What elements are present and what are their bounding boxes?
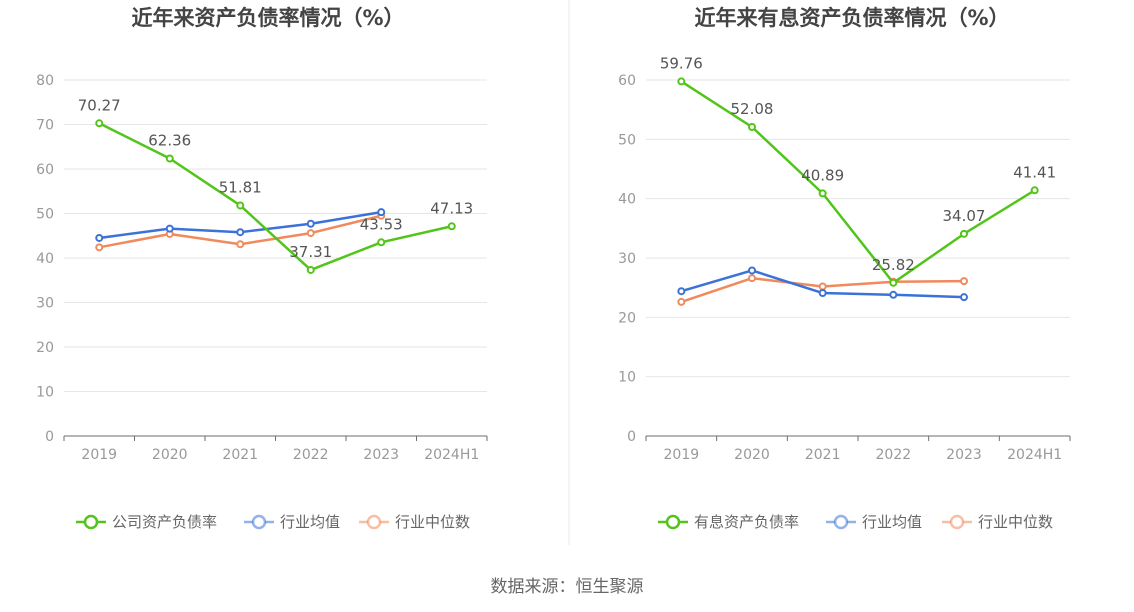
data-point xyxy=(677,297,686,306)
legend-marker xyxy=(949,514,965,530)
data-point xyxy=(236,240,245,249)
data-point xyxy=(818,282,827,291)
data-point xyxy=(748,122,756,131)
y-tick-label: 60 xyxy=(36,162,54,178)
data-point xyxy=(677,287,686,296)
y-tick-label: 60 xyxy=(618,73,636,89)
y-tick-label: 40 xyxy=(36,251,54,267)
data-point xyxy=(165,154,174,163)
data-point xyxy=(748,274,756,283)
legend-label: 有息资产负债率 xyxy=(694,513,799,531)
data-point xyxy=(377,208,386,217)
x-tick-label: 2023 xyxy=(363,447,399,463)
y-tick-label: 20 xyxy=(618,310,636,326)
chart-interest-bearing-ratio: 近年来有息资产负债率情况（%） 0 10 20 30 40 50 60 2019 2020 2021… xyxy=(618,6,1071,531)
y-tick-label: 0 xyxy=(45,429,54,445)
data-point xyxy=(818,289,827,298)
y-tick-label: 20 xyxy=(36,340,54,356)
data-point xyxy=(306,229,315,238)
data-label: 70.27 xyxy=(78,96,121,114)
y-tick-label: 30 xyxy=(36,296,54,312)
series-line xyxy=(98,122,453,272)
legend-marker xyxy=(83,514,99,530)
data-label: 40.89 xyxy=(801,166,844,184)
y-tick-label: 30 xyxy=(618,251,636,267)
series-line xyxy=(680,80,1036,285)
y-tick-label: 10 xyxy=(36,385,54,401)
legend-label: 公司资产负债率 xyxy=(112,513,217,531)
x-tick-label: 2021 xyxy=(805,447,841,463)
x-tick-label: 2024H1 xyxy=(1007,447,1062,463)
y-tick-label: 50 xyxy=(36,207,54,223)
data-point xyxy=(306,219,315,228)
y-tick-label: 10 xyxy=(618,370,636,386)
data-point xyxy=(236,228,245,237)
legend-label: 行业均值 xyxy=(862,513,922,531)
data-point xyxy=(889,278,898,287)
x-tick-label: 2024H1 xyxy=(424,447,479,463)
source-note: 数据来源：恒生聚源 xyxy=(491,577,644,597)
data-label: 25.82 xyxy=(872,256,915,274)
x-tick-label: 2021 xyxy=(222,447,258,463)
data-label: 34.07 xyxy=(943,207,986,225)
x-tick-label: 2023 xyxy=(946,447,982,463)
data-point xyxy=(748,266,756,275)
data-point xyxy=(960,277,968,286)
data-point xyxy=(95,233,104,242)
x-tick-label: 2022 xyxy=(876,447,912,463)
data-point xyxy=(95,119,104,128)
data-label: 41.41 xyxy=(1013,163,1056,181)
y-tick-label: 80 xyxy=(36,73,54,89)
data-point xyxy=(1030,186,1039,195)
legend-marker xyxy=(665,514,681,530)
data-label: 51.81 xyxy=(219,178,262,196)
x-tick-label: 2020 xyxy=(734,447,770,463)
data-label: 37.31 xyxy=(289,243,332,261)
data-label: 52.08 xyxy=(731,100,774,118)
y-tick-label: 0 xyxy=(627,429,636,445)
data-point xyxy=(818,189,827,198)
legend-marker xyxy=(251,514,267,530)
x-tick-label: 2020 xyxy=(152,447,188,463)
legend-label: 行业中位数 xyxy=(395,513,470,531)
y-tick-label: 40 xyxy=(618,192,636,208)
data-point xyxy=(960,293,968,302)
data-point xyxy=(165,224,174,233)
y-tick-label: 50 xyxy=(618,132,636,148)
x-tick-label: 2019 xyxy=(664,447,700,463)
x-tick-label: 2022 xyxy=(293,447,329,463)
legend-label: 行业中位数 xyxy=(978,513,1053,531)
chart-asset-liability-ratio: 近年来资产负债率情况（%） 0 10 20 30 40 50 60 70 80 2019 2020 20… xyxy=(36,6,488,531)
data-point xyxy=(960,229,968,238)
data-point xyxy=(447,222,456,231)
data-label: 43.53 xyxy=(360,215,403,233)
data-label: 47.13 xyxy=(430,199,473,217)
y-tick-label: 70 xyxy=(36,118,54,134)
data-point xyxy=(306,265,315,274)
x-tick-label: 2019 xyxy=(81,447,117,463)
data-point xyxy=(95,243,104,252)
data-label: 62.36 xyxy=(148,131,191,149)
data-point xyxy=(377,238,386,247)
legend-marker xyxy=(833,514,849,530)
legend-marker xyxy=(366,514,382,530)
data-label: 59.76 xyxy=(660,54,703,72)
chart-title: 近年来有息资产负债率情况（%） xyxy=(694,6,1009,30)
data-point xyxy=(889,290,898,299)
legend-label: 行业均值 xyxy=(280,513,340,531)
chart-title: 近年来资产负债率情况（%） xyxy=(131,6,404,30)
data-point xyxy=(236,201,245,210)
data-point xyxy=(677,77,686,86)
